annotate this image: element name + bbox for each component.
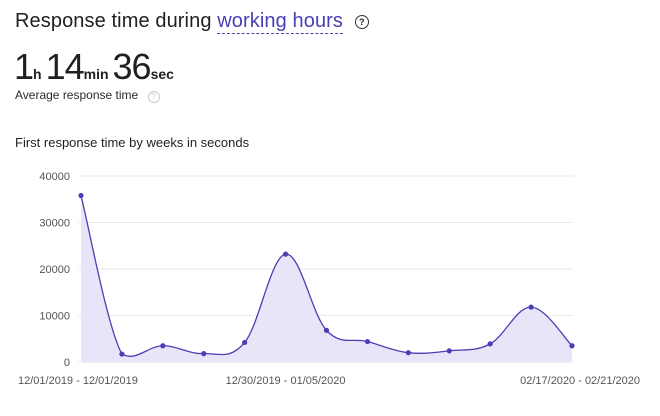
data-point [201, 351, 207, 357]
data-point [78, 192, 84, 199]
minutes-unit: min [83, 66, 109, 82]
info-icon[interactable]: ? [147, 91, 160, 103]
title-prefix: Response time during [15, 10, 212, 32]
data-point [282, 251, 289, 257]
x-tick-label: 12/01/2019 - 12/01/2019 [18, 375, 138, 387]
data-point [160, 343, 166, 349]
average-response-label: Average response time ? [15, 88, 160, 103]
data-point [569, 343, 575, 349]
y-tick-label: 0 [64, 357, 70, 369]
hours-value: 1 [14, 46, 34, 87]
hours-unit: h [33, 66, 42, 82]
page-title: Response time during working hours [15, 10, 349, 34]
data-point [119, 351, 125, 357]
header: Response time during working hours ? [15, 10, 369, 34]
x-tick-label: 02/17/2020 - 02/21/2020 [520, 375, 640, 387]
chart-title: First response time by weeks in seconds [15, 135, 250, 150]
data-point [364, 338, 371, 345]
help-icon[interactable]: ? [354, 15, 369, 29]
data-point [405, 350, 411, 356]
y-tick-label: 10000 [39, 311, 70, 323]
data-point [323, 327, 330, 333]
data-point [487, 341, 493, 347]
average-response-text: Average response time [15, 88, 139, 102]
y-tick-label: 20000 [39, 264, 70, 276]
minutes-value: 14 [45, 46, 85, 87]
working-hours-link[interactable]: working hours [217, 10, 344, 34]
y-tick-label: 40000 [39, 171, 70, 183]
series-line [80, 195, 573, 357]
y-tick-label: 30000 [39, 218, 70, 230]
data-point [446, 348, 452, 354]
series-area [81, 195, 572, 362]
average-response-value: 1h 14min 36sec [14, 46, 178, 88]
seconds-unit: sec [150, 66, 174, 82]
data-point [242, 339, 248, 346]
seconds-value: 36 [112, 46, 152, 87]
x-tick-label: 12/30/2019 - 01/05/2020 [226, 375, 346, 387]
data-point [528, 304, 534, 310]
